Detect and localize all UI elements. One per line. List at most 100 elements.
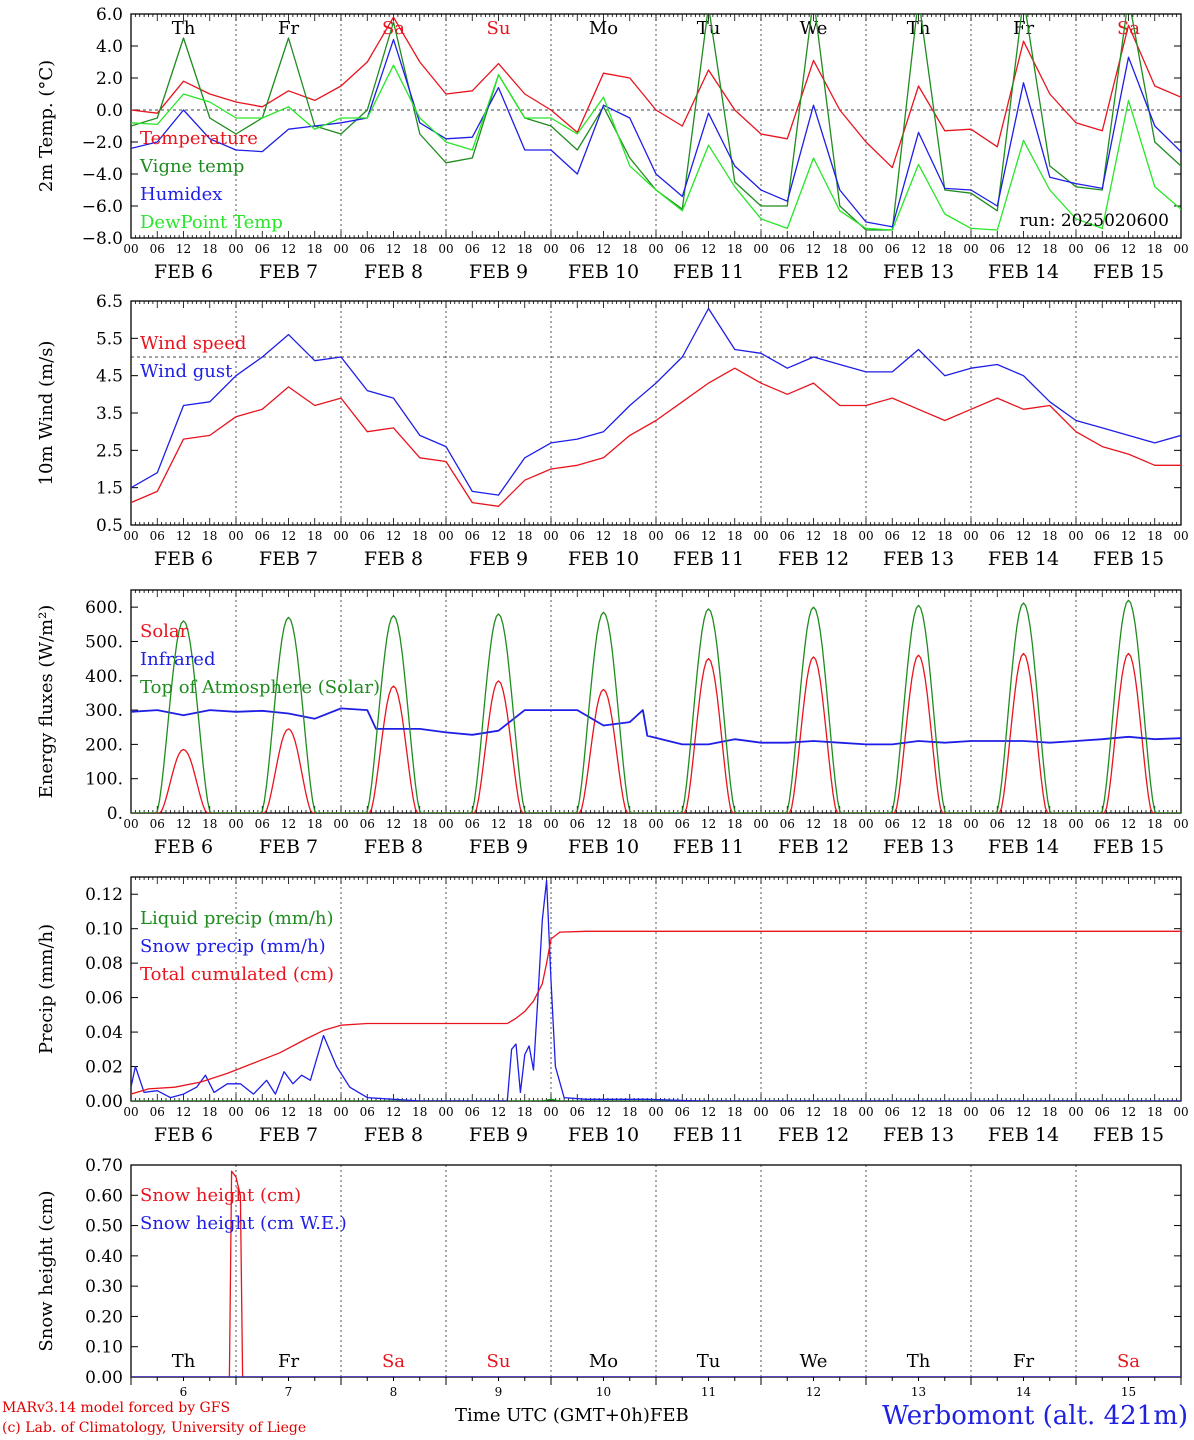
hour-tick-label: 06 <box>255 1105 270 1119</box>
hour-tick-label: 06 <box>465 1105 480 1119</box>
hour-tick-label: 12 <box>806 529 821 543</box>
hour-tick-label: 00 <box>648 817 663 831</box>
hour-tick-label: 06 <box>675 817 690 831</box>
y-tick-label: 0.20 <box>85 1307 123 1327</box>
date-label: FEB 6 <box>154 548 213 570</box>
series-line <box>131 599 1181 813</box>
panel-2: 00 06 12 18 00 06 12 18 00 06 12 18 00 06 12 18 00 06 12 18… <box>36 292 1189 570</box>
y-tick-label: −8.0 <box>82 229 123 249</box>
time-axis-ticks <box>130 1377 1182 1385</box>
day-letter: Th <box>172 1351 196 1372</box>
y-tick-label: 0. <box>107 804 123 824</box>
hour-tick-label: 12 <box>491 817 506 831</box>
hour-tick-label: 12 <box>176 817 191 831</box>
panel-3: 00 06 12 18 00 06 12 18 00 06 12 18 00 06 12 18 00 06 12 18… <box>36 589 1189 858</box>
hour-tick-label: 12 <box>1016 529 1031 543</box>
hour-tick-label: 12 <box>596 242 611 256</box>
y-tick-label: −4.0 <box>82 165 123 185</box>
hour-tick-label: 12 <box>1016 242 1031 256</box>
legend-entry: Snow height (cm) <box>140 1185 301 1206</box>
hour-tick-label: 06 <box>675 529 690 543</box>
hour-tick-label: 12 <box>596 1105 611 1119</box>
y-axis-label: 10m Wind (m/s) <box>36 341 57 486</box>
y-axis-label: 2m Temp. (°C) <box>36 60 57 192</box>
hour-tick-label: 06 <box>990 529 1005 543</box>
hour-tick-label: 06 <box>150 1105 165 1119</box>
hour-tick-label: 06 <box>255 817 270 831</box>
hour-tick-label: 18 <box>937 242 952 256</box>
hour-tick-label: 12 <box>176 1105 191 1119</box>
hour-tick-label: 06 <box>990 817 1005 831</box>
date-label: FEB 12 <box>778 548 849 570</box>
day-letter: Fr <box>1013 18 1034 39</box>
hour-tick-label: 18 <box>727 1105 742 1119</box>
date-label: FEB 13 <box>883 261 954 283</box>
hour-tick-label: 12 <box>701 242 716 256</box>
hour-tick-label: 18 <box>1042 529 1057 543</box>
hour-tick-label: 06 <box>885 529 900 543</box>
hour-tick-label: 00 <box>543 529 558 543</box>
hour-tick-label: 18 <box>622 242 637 256</box>
hour-tick-label: 12 <box>281 529 296 543</box>
y-tick-label: 6.5 <box>96 292 123 312</box>
hour-tick-label: 00 <box>543 817 558 831</box>
date-label: FEB 15 <box>1093 1124 1164 1146</box>
hour-tick-label: 06 <box>885 1105 900 1119</box>
y-tick-label: 400. <box>85 667 123 687</box>
y-axis-label: Snow height (cm) <box>36 1190 57 1351</box>
date-label: FEB 12 <box>778 1124 849 1146</box>
hour-tick-label: 18 <box>832 529 847 543</box>
hour-tick-label: 06 <box>570 817 585 831</box>
hour-tick-label: 18 <box>832 242 847 256</box>
station-label: Werbomont (alt. 421m) <box>882 1401 1188 1431</box>
series-line <box>131 1098 1181 1101</box>
hour-tick-label: 12 <box>281 242 296 256</box>
legend-entry: Vigne temp <box>139 156 244 177</box>
hour-tick-label: 06 <box>675 242 690 256</box>
day-letter: Fr <box>1013 1351 1034 1372</box>
date-label: FEB 6 <box>154 1124 213 1146</box>
legend-entry: Humidex <box>140 184 222 205</box>
hour-tick-label: 18 <box>727 817 742 831</box>
hour-tick-label: 18 <box>202 1105 217 1119</box>
x-ticks <box>130 301 1182 525</box>
hour-tick-label: 12 <box>491 529 506 543</box>
hour-tick-label: 18 <box>307 529 322 543</box>
day-letter: Th <box>172 18 196 39</box>
y-tick-label: 2.0 <box>96 69 123 89</box>
y-axis-label: Precip (mm/h) <box>36 924 57 1054</box>
panel-5: 0.70 0.60 0.50 0.40 0.30 0.20 0.10 0.00 Snow hei… <box>36 1156 1182 1399</box>
date-label: FEB 9 <box>469 836 528 858</box>
hour-tick-label: 00 <box>543 1105 558 1119</box>
hour-tick-label: 00 <box>123 1105 138 1119</box>
hour-tick-label: 00 <box>123 242 138 256</box>
series-group <box>131 599 1181 813</box>
hour-tick-label: 06 <box>990 1105 1005 1119</box>
hour-tick-label: 06 <box>780 529 795 543</box>
hour-tick-label: 12 <box>386 242 401 256</box>
hour-tick-label: 18 <box>1147 242 1162 256</box>
hour-tick-label: 12 <box>911 817 926 831</box>
hour-tick-label: 18 <box>412 529 427 543</box>
date-label: FEB 7 <box>259 548 318 570</box>
y-tick-label: 0.50 <box>85 1217 123 1237</box>
date-label: FEB 10 <box>568 548 639 570</box>
date-label: FEB 14 <box>988 261 1059 283</box>
hour-tick-label: 06 <box>885 242 900 256</box>
day-number-label: 9 <box>495 1385 503 1399</box>
hour-tick-label: 00 <box>228 1105 243 1119</box>
hour-tick-label: 18 <box>937 529 952 543</box>
day-letter: Sa <box>1117 1351 1140 1372</box>
hour-tick-label: 00 <box>753 817 768 831</box>
hour-tick-label: 18 <box>517 529 532 543</box>
hour-tick-label: 06 <box>1095 242 1110 256</box>
hour-tick-label: 18 <box>307 1105 322 1119</box>
y-tick-label: 0.5 <box>96 516 123 536</box>
y-tick-label: 6.0 <box>96 5 123 25</box>
series-line <box>131 1170 1181 1377</box>
hour-tick-label: 18 <box>1147 529 1162 543</box>
hour-tick-label: 00 <box>228 529 243 543</box>
hour-tick-label: 12 <box>806 242 821 256</box>
date-label: FEB 14 <box>988 1124 1059 1146</box>
hour-tick-label: 18 <box>832 817 847 831</box>
